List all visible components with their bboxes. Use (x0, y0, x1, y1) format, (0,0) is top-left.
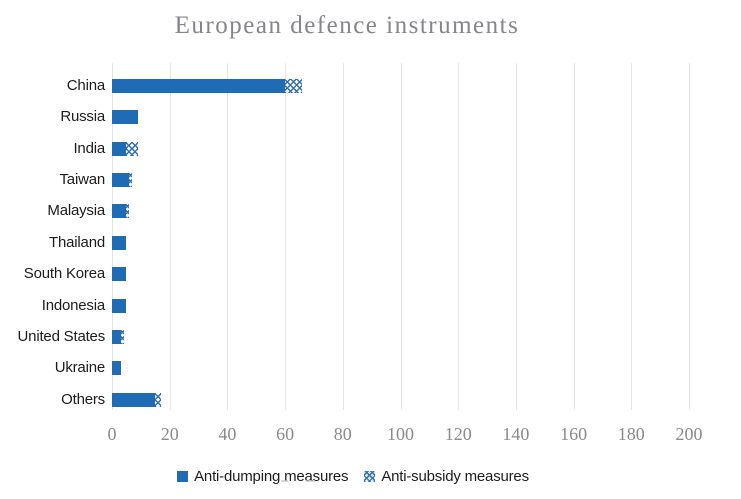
anti-dumping-bar (112, 141, 127, 156)
x-tick-label: 200 (675, 424, 703, 444)
bar-row (112, 79, 303, 93)
anti-subsidy-bar (285, 79, 303, 93)
legend: Anti-dumping measures Anti-subsidy measur… (0, 466, 706, 486)
gridline (227, 63, 229, 410)
solid-square-icon (177, 470, 189, 482)
gridline (689, 63, 690, 410)
bar-row (112, 173, 133, 188)
anti-dumping-bar (112, 298, 127, 313)
category-label-south-korea: South Korea (23, 265, 105, 283)
anti-subsidy-bar (120, 329, 124, 344)
legend-label: Anti-dumping measures (194, 467, 349, 485)
chart-title: European defence instruments (174, 12, 520, 39)
bar-row (112, 141, 138, 156)
gridline (342, 63, 344, 410)
bar-row (112, 298, 127, 313)
bar-row (112, 329, 124, 344)
anti-subsidy-bar (129, 173, 133, 188)
anti-dumping-bar (112, 173, 130, 188)
bar-row (112, 361, 121, 376)
bar-row (112, 267, 127, 282)
bar-row (112, 392, 162, 407)
plot-area (112, 63, 690, 410)
anti-dumping-bar (112, 79, 286, 93)
category-label-india: India (73, 139, 105, 157)
x-tick-label: 0 (107, 424, 117, 444)
bar-row (112, 235, 127, 250)
anti-subsidy-bar (126, 204, 130, 219)
anti-dumping-bar (112, 267, 127, 282)
x-tick-label: 160 (560, 424, 588, 444)
category-label-russia: Russia (60, 108, 105, 126)
category-label-china: China (66, 77, 105, 94)
gridline (169, 63, 171, 410)
x-tick-label: 60 (276, 424, 295, 444)
anti-dumping-bar (112, 392, 156, 407)
x-tick-label: 40 (218, 424, 237, 444)
legend-label: Anti-subsidy measures (381, 467, 529, 485)
x-tick-label: 20 (160, 424, 179, 444)
gridline (573, 63, 575, 410)
x-tick-label: 80 (333, 424, 352, 444)
anti-dumping-bar (112, 204, 127, 219)
gridline (400, 63, 402, 410)
anti-dumping-bar (112, 235, 127, 250)
category-label-others: Others (61, 390, 105, 408)
bar-row (112, 110, 138, 125)
x-tick-label: 100 (387, 424, 414, 444)
x-tick-label: 180 (617, 424, 645, 444)
pattern-square-icon (364, 470, 376, 482)
bar-row (112, 204, 130, 219)
gridline (285, 63, 287, 410)
x-axis: 0 20 40 60 80 100 120 140 160 180 200 (108, 424, 703, 446)
legend-item: Anti-dumping measures (177, 467, 349, 485)
anti-dumping-bar (112, 110, 138, 125)
category-label-ukraine: Ukraine (54, 359, 105, 377)
gridline (515, 63, 517, 410)
anti-dumping-bar (112, 361, 121, 376)
anti-subsidy-bar (155, 392, 162, 407)
gridline (631, 63, 633, 410)
category-label-thailand: Thailand (49, 233, 105, 251)
category-label-taiwan: Taiwan (59, 171, 106, 189)
category-label-indonesia: Indonesia (41, 296, 105, 314)
gridline (458, 63, 460, 410)
x-tick-label: 140 (502, 424, 530, 444)
anti-dumping-bar (112, 329, 121, 344)
x-tick-label: 120 (444, 424, 472, 444)
legend-item: Anti-subsidy measures (364, 468, 529, 485)
cropped-text-remnant (281, 480, 321, 483)
anti-subsidy-bar (126, 141, 138, 156)
category-label-malaysia: Malaysia (47, 202, 105, 220)
category-label-united-states: United States (17, 327, 106, 345)
